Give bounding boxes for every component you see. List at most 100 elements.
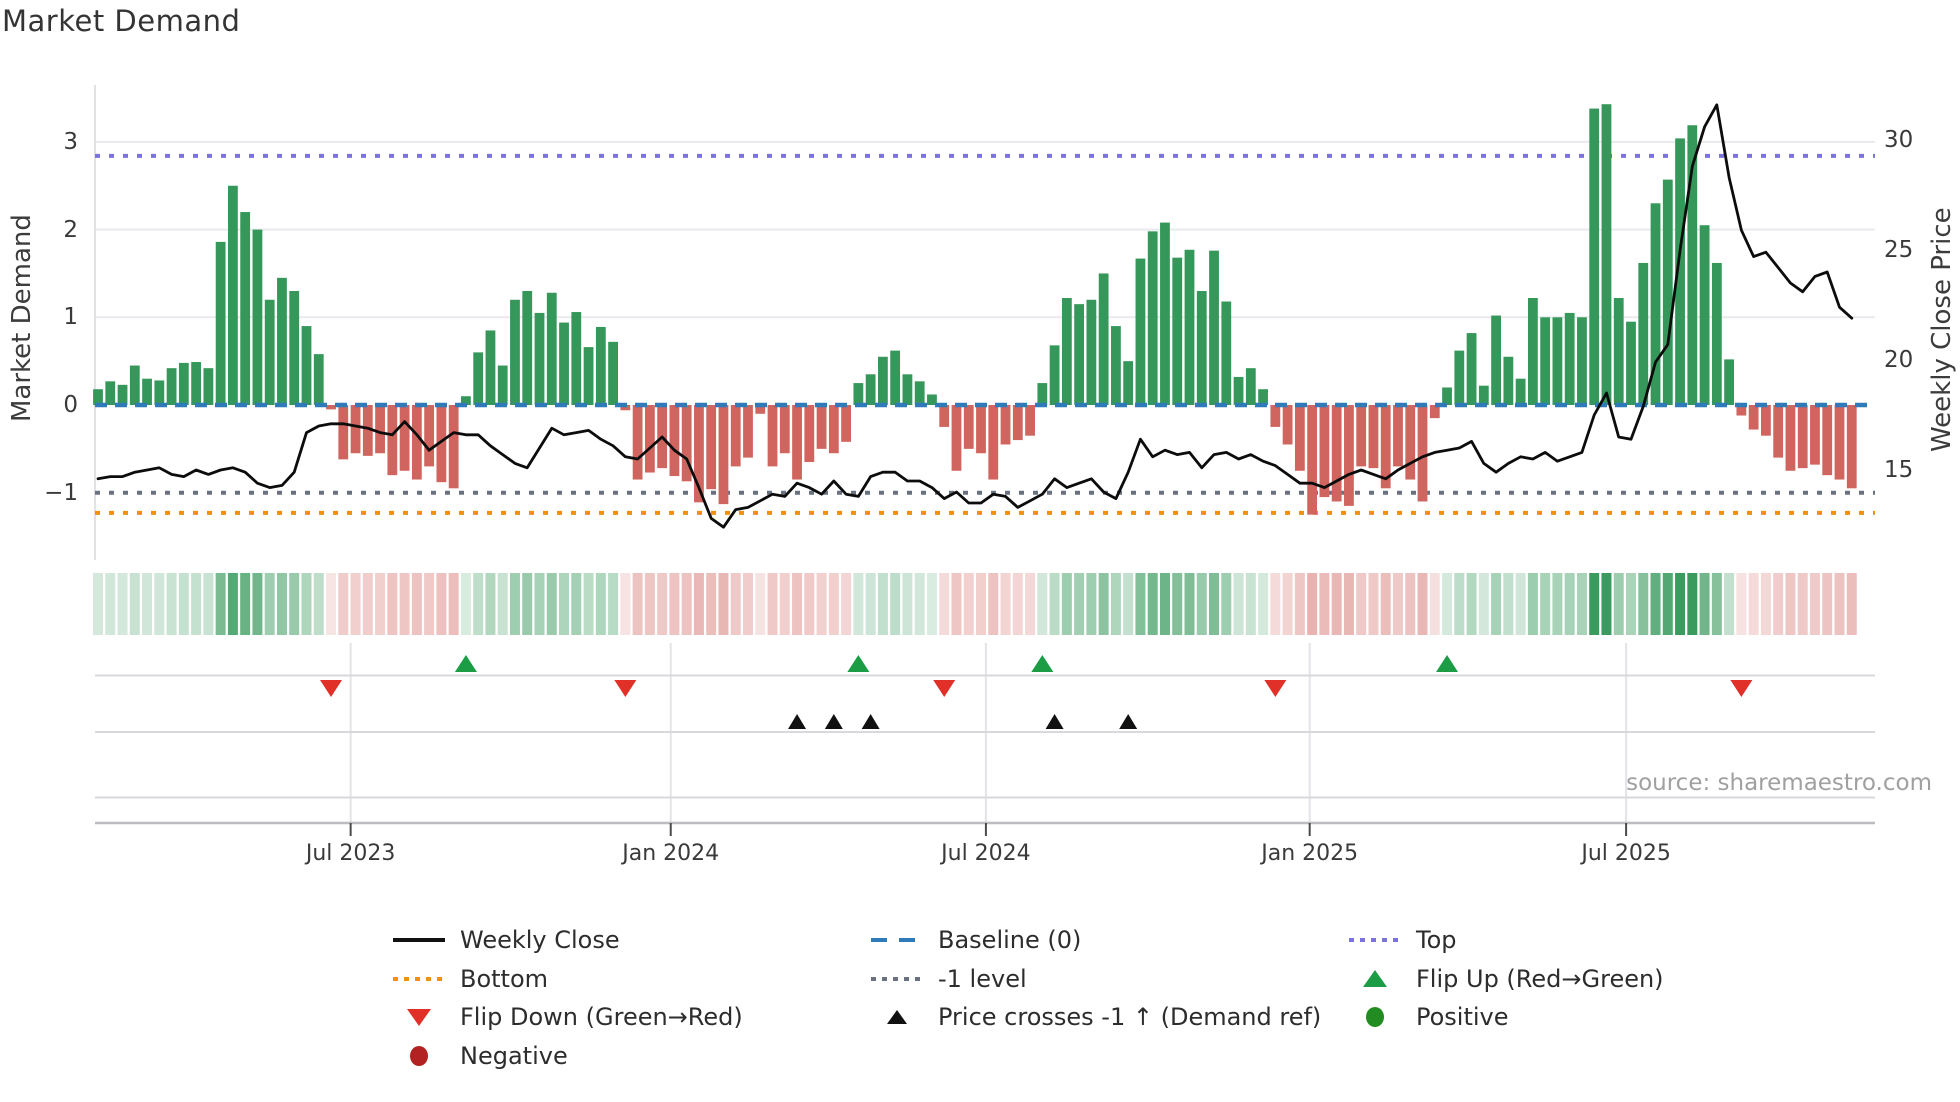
demand-bar	[375, 405, 385, 454]
heatmap-cell	[1417, 573, 1428, 635]
legend: Weekly Close Baseline (0) Top Bottom -1 …	[388, 921, 1960, 1075]
heatmap-cell	[387, 573, 398, 635]
circle-icon	[388, 1045, 450, 1066]
legend-item-price-cross: Price crosses -1 ↑ (Demand ref)	[866, 1003, 1344, 1031]
demand-bar	[718, 405, 729, 505]
heatmap-cell	[424, 573, 435, 635]
heatmap-cell	[681, 573, 692, 635]
demand-bar	[1172, 257, 1183, 405]
heatmap-cell	[1147, 573, 1158, 635]
demand-bar	[767, 405, 778, 467]
demand-bar	[841, 405, 852, 442]
demand-bar	[546, 292, 557, 405]
price-line	[96, 103, 1854, 529]
flip-up-marker	[847, 655, 870, 672]
demand-bar	[1577, 317, 1587, 405]
demand-bar	[1147, 231, 1158, 405]
demand-bar	[1846, 405, 1857, 489]
demand-bar	[1478, 385, 1489, 405]
right-tick-label: 30	[1884, 127, 1914, 153]
demand-bar	[510, 299, 520, 405]
demand-bar	[1638, 262, 1649, 405]
legend-label: Price crosses -1 ↑ (Demand ref)	[938, 1003, 1322, 1032]
demand-bar	[1319, 405, 1330, 498]
price-cross-marker	[824, 714, 843, 729]
heatmap-cell	[1319, 573, 1330, 635]
demand-bar	[1331, 405, 1342, 502]
heatmap-cell	[951, 573, 962, 635]
demand-bar	[1834, 405, 1845, 480]
flip-down-marker	[1730, 680, 1753, 697]
heatmap-cell	[1442, 573, 1453, 635]
demand-bar	[902, 374, 913, 405]
demand-bar	[1233, 376, 1244, 405]
heatmap-cell	[289, 573, 300, 635]
demand-bar	[1245, 368, 1256, 405]
demand-bar	[240, 212, 251, 405]
heatmap-cell	[608, 573, 619, 635]
heatmap-cell	[1123, 573, 1134, 635]
heatmap-cell	[767, 573, 778, 635]
heatmap-cell	[742, 573, 753, 635]
heatmap-cell	[1748, 573, 1759, 635]
heatmap-cell	[460, 573, 471, 635]
demand-bar	[1687, 125, 1698, 405]
flip-up-marker	[1436, 655, 1459, 672]
demand-bar	[1135, 258, 1146, 405]
demand-bar	[743, 405, 753, 458]
heatmap-cell	[301, 573, 312, 635]
heatmap-cell	[546, 573, 557, 635]
demand-bar	[1086, 299, 1097, 405]
x-tick-label: Jul 2023	[305, 841, 396, 866]
price-cross-marker	[788, 714, 807, 729]
x-tick-label: Jan 2025	[1261, 841, 1359, 866]
demand-bar	[595, 326, 606, 405]
heatmap-cell	[595, 573, 606, 635]
demand-bar	[1601, 104, 1612, 406]
dot-swatch-icon	[866, 976, 928, 981]
legend-label: Flip Up (Red→Green)	[1416, 964, 1664, 993]
heatmap-cell	[1687, 573, 1698, 635]
heatmap-cell	[1012, 573, 1023, 635]
heatmap-cell	[976, 573, 987, 635]
heatmap-cell	[1282, 573, 1293, 635]
demand-bar	[362, 405, 373, 456]
heatmap-cell	[436, 573, 447, 635]
heatmap-cell	[1491, 573, 1502, 635]
demand-bar	[461, 396, 471, 405]
right-tick-label: 20	[1884, 347, 1914, 373]
demand-bar	[1810, 405, 1820, 465]
heatmap-cell	[1405, 573, 1416, 635]
demand-bar	[1393, 405, 1403, 467]
heatmap-cell	[497, 573, 508, 635]
heatmap-cell	[1110, 573, 1121, 635]
heatmap-cell	[117, 573, 128, 635]
heatmap-cell	[522, 573, 533, 635]
demand-bar	[1074, 304, 1085, 405]
heatmap-cell	[1736, 573, 1747, 635]
heatmap-cell	[1037, 573, 1048, 635]
legend-label: Positive	[1416, 1003, 1509, 1032]
demand-bar	[387, 405, 398, 476]
heatmap-cell	[877, 573, 888, 635]
page-title: Market Demand	[2, 4, 241, 38]
heatmap-cell	[129, 573, 140, 635]
heatmap-cell	[448, 573, 459, 635]
heatmap-cell	[178, 573, 189, 635]
heatmap-cell	[1699, 573, 1710, 635]
demand-bar	[608, 341, 618, 405]
demand-bar	[1344, 405, 1354, 506]
demand-bar	[1503, 356, 1514, 405]
heatmap-cell	[914, 573, 925, 635]
heatmap-cell	[154, 573, 165, 635]
demand-bar	[1196, 290, 1207, 405]
heatmap-cell	[1172, 573, 1183, 635]
demand-bar	[424, 405, 435, 467]
heatmap-cell	[1760, 573, 1771, 635]
legend-item-flip-down: Flip Down (Green→Red)	[388, 1003, 866, 1031]
demand-bar	[522, 290, 533, 405]
heatmap-cell	[276, 573, 287, 635]
heatmap-cell	[485, 573, 496, 635]
demand-bar	[877, 356, 888, 405]
demand-bar	[804, 405, 815, 463]
